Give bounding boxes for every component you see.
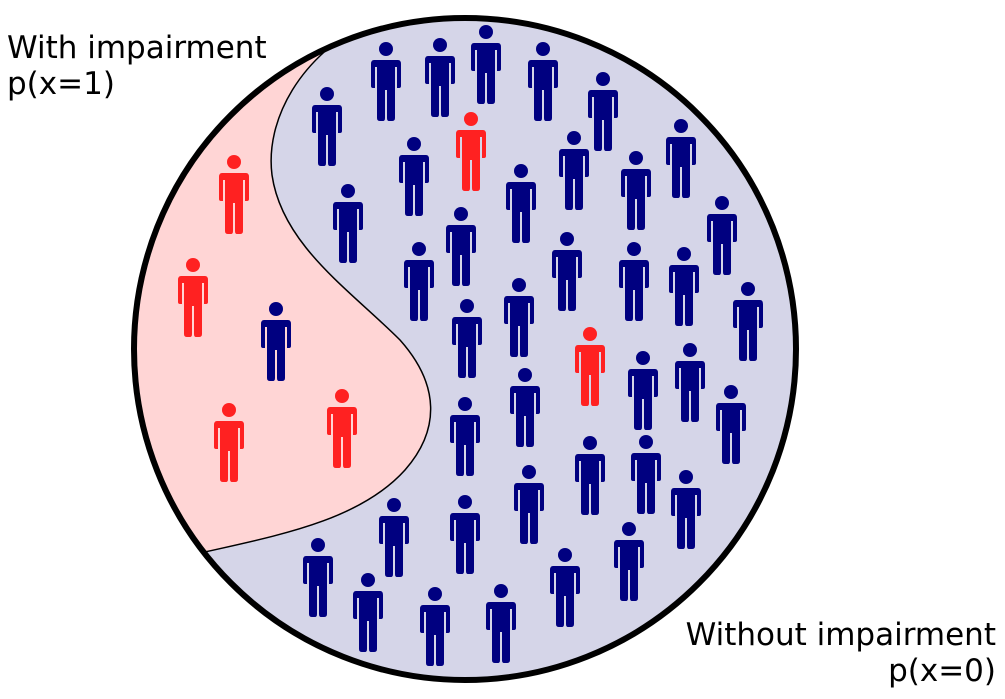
person-icon xyxy=(588,72,618,151)
person-icon xyxy=(671,470,701,549)
person-icon xyxy=(214,403,244,482)
person-icon xyxy=(675,343,705,422)
unimpaired-label: Without impairment p(x=0) xyxy=(686,617,996,689)
person-icon xyxy=(327,389,357,468)
person-icon xyxy=(404,242,434,321)
person-icon xyxy=(528,42,558,121)
person-icon xyxy=(621,151,651,230)
person-icon xyxy=(716,385,746,464)
person-icon xyxy=(550,548,580,627)
person-icon xyxy=(425,38,455,117)
population-circle xyxy=(131,15,799,683)
person-icon xyxy=(333,184,363,263)
unimpaired-probability: p(x=0) xyxy=(888,653,996,689)
person-icon xyxy=(471,25,501,104)
person-icon xyxy=(371,42,401,121)
person-icon xyxy=(486,584,516,663)
person-icon xyxy=(420,587,450,666)
impaired-probability: p(x=1) xyxy=(7,66,115,102)
person-icon xyxy=(399,137,429,216)
person-icon xyxy=(303,538,333,617)
person-icon xyxy=(178,258,208,337)
people-group xyxy=(178,25,763,666)
person-icon xyxy=(707,196,737,275)
person-icon xyxy=(452,299,482,378)
impaired-label: With impairment p(x=1) xyxy=(7,30,267,102)
person-icon xyxy=(510,368,540,447)
person-icon xyxy=(628,351,658,430)
person-icon xyxy=(575,327,605,406)
unimpaired-title: Without impairment xyxy=(685,617,996,653)
person-icon xyxy=(506,164,536,243)
person-icon xyxy=(733,282,763,361)
person-icon xyxy=(312,87,342,166)
person-icon xyxy=(219,155,249,234)
person-icon xyxy=(514,465,544,544)
person-icon xyxy=(450,495,480,574)
person-icon xyxy=(450,397,480,476)
person-icon xyxy=(619,242,649,321)
person-icon xyxy=(559,131,589,210)
person-icon xyxy=(575,436,605,515)
person-icon xyxy=(631,435,661,514)
person-icon xyxy=(666,119,696,198)
person-icon xyxy=(446,207,476,286)
person-icon xyxy=(379,498,409,577)
person-icon xyxy=(669,247,699,326)
person-icon xyxy=(614,522,644,601)
person-icon xyxy=(456,112,486,191)
person-icon xyxy=(353,573,383,652)
person-icon xyxy=(261,302,291,381)
person-icon xyxy=(552,232,582,311)
person-icon xyxy=(504,278,534,357)
impaired-title: With impairment xyxy=(7,30,267,66)
